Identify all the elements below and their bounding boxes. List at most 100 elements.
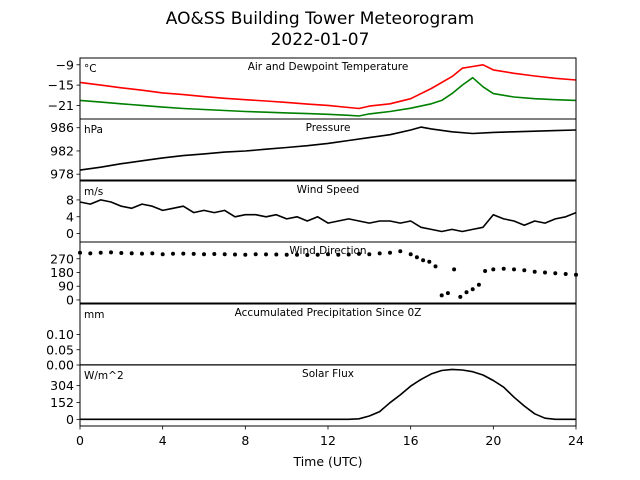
wind-direction-point (346, 252, 351, 257)
panel-title: Wind Speed (297, 184, 360, 196)
x-tick-label: 12 (320, 433, 336, 448)
panel-background (80, 365, 576, 426)
panel-1: 986 982 978 Pressure hPa (50, 118, 577, 184)
y-tick-label: 180 (50, 265, 74, 280)
x-tick-label: 0 (76, 433, 84, 448)
series-line-0 (79, 126, 577, 171)
panel-title: Accumulated Precipitation Since 0Z (235, 307, 422, 319)
y-tick-label: −15 (48, 78, 74, 93)
y-tick-label: 0 (66, 412, 74, 427)
wind-direction-point (445, 291, 450, 296)
wind-direction-point (88, 251, 93, 256)
panel-4: 0.100.050.00 Accumulated Precipitation Si… (46, 303, 577, 373)
y-tick-label: 982 (50, 143, 74, 158)
wind-direction-point (464, 290, 469, 295)
wind-direction-point (129, 251, 134, 256)
wind-direction-point (367, 252, 372, 257)
wind-direction-point (501, 266, 506, 271)
wind-direction-point (233, 252, 237, 257)
wind-direction-point (305, 253, 310, 257)
x-tick-label: 24 (568, 433, 584, 448)
x-tick-label: 20 (485, 433, 501, 448)
wind-direction-point (398, 249, 403, 254)
panel-title: Air and Dewpoint Temperature (248, 61, 409, 73)
wind-direction-point (295, 252, 299, 257)
wind-direction-point (512, 267, 516, 272)
wind-direction-point (119, 251, 124, 255)
wind-direction-point (439, 293, 444, 298)
wind-direction-point (274, 252, 279, 257)
y-tick-label: 0.05 (46, 342, 74, 357)
wind-direction-point (388, 250, 392, 255)
panel-background (80, 181, 576, 242)
wind-direction-point (140, 251, 144, 256)
wind-direction-point (212, 252, 217, 256)
panel-background (80, 304, 576, 365)
x-tick-label: 16 (403, 433, 419, 448)
panel-unit-label: m/s (84, 186, 103, 198)
y-tick-label: 986 (50, 120, 74, 135)
y-tick-label: 152 (50, 395, 74, 410)
y-tick-label: 8 (66, 192, 74, 207)
x-axis-label: Time (UTC) (292, 454, 362, 469)
wind-direction-point (491, 267, 496, 272)
wind-direction-point (427, 259, 432, 264)
wind-direction-point (470, 287, 475, 292)
y-tick-label: −9 (56, 57, 74, 72)
wind-direction-point (357, 251, 361, 256)
panel-background (80, 242, 576, 303)
wind-direction-point (408, 252, 413, 257)
wind-direction-point (181, 251, 186, 256)
wind-direction-point (336, 252, 341, 257)
panel-title: Pressure (306, 122, 351, 134)
wind-direction-point (160, 252, 165, 257)
panel-2: 8 4 0 Wind Speed m/s (66, 180, 577, 246)
panels-group: −9 −15 −21 Air and Dewpoint Temperature °C 98… (46, 57, 584, 448)
wind-direction-point (452, 267, 457, 272)
wind-direction-point (109, 250, 113, 255)
wind-direction-point (284, 252, 289, 257)
wind-direction-point (458, 294, 463, 299)
wind-direction-point (264, 252, 268, 257)
y-tick-label: 90 (58, 279, 74, 294)
wind-direction-point (421, 258, 426, 263)
wind-direction-point (243, 252, 248, 257)
wind-direction-point (414, 255, 419, 260)
figure-title-line1: AO&SS Building Tower Meteorogram (166, 9, 474, 29)
wind-direction-point (522, 268, 527, 273)
y-tick-label: 304 (50, 378, 74, 393)
panel-unit-label: W/m^2 (84, 370, 124, 382)
y-tick-label: 978 (50, 167, 74, 182)
wind-direction-point (483, 269, 488, 273)
y-tick-label: 0.10 (46, 327, 74, 342)
panel-unit-label: °C (84, 63, 97, 75)
panel-5: 304 152 0 Solar Flux W/m^2 0 4 8 12 16 20 24 (50, 364, 584, 448)
wind-direction-point (433, 264, 438, 269)
wind-direction-point (98, 250, 103, 255)
x-tick-label: 4 (159, 433, 167, 448)
panel-background (80, 58, 576, 119)
panel-0: −9 −15 −21 Air and Dewpoint Temperature °C (48, 57, 577, 123)
panel-background (80, 119, 576, 180)
series-line-0 (80, 368, 576, 421)
y-tick-label: 0 (66, 226, 74, 241)
series-line-0 (79, 64, 577, 110)
wind-direction-point (202, 252, 206, 257)
wind-direction-point (171, 251, 175, 256)
wind-direction-point (191, 251, 196, 256)
wind-direction-point (253, 252, 258, 257)
panel-unit-label: mm (84, 309, 104, 321)
y-tick-label: 270 (50, 251, 74, 266)
wind-direction-point (150, 251, 155, 256)
wind-direction-point (563, 272, 568, 276)
figure-title-line2: 2022-01-07 (271, 30, 370, 50)
panel-unit-label: hPa (84, 124, 103, 136)
wind-direction-point (476, 282, 481, 287)
y-tick-label: 0.00 (46, 358, 74, 373)
wind-direction-point (326, 252, 330, 257)
x-tick-label: 8 (241, 433, 249, 448)
y-tick-label: −21 (48, 98, 74, 113)
series-line-0 (79, 199, 577, 233)
